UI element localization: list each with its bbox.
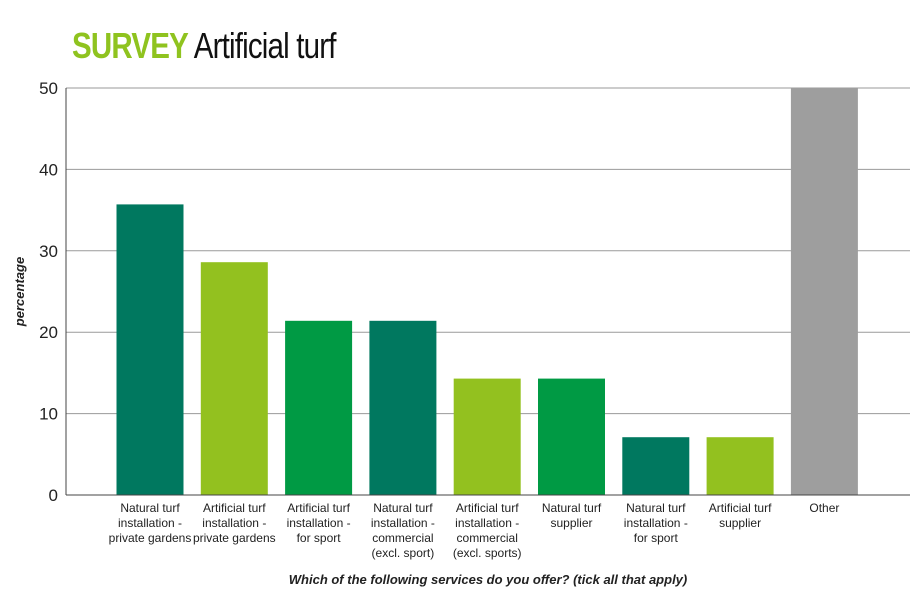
gridlines xyxy=(66,87,910,415)
x-category-label: Other xyxy=(809,501,839,515)
bar xyxy=(790,88,858,495)
bar xyxy=(706,437,774,495)
x-category-label: Artificial turf installation -private gar… xyxy=(193,501,276,545)
bar xyxy=(453,378,521,495)
bar xyxy=(622,437,690,495)
chart-title: SURVEY Artificial turf xyxy=(72,24,336,68)
y-tick-label: 20 xyxy=(39,323,58,342)
x-category-label: Artificial turf installation -commercial(… xyxy=(453,501,522,560)
bar xyxy=(200,262,268,495)
bar xyxy=(538,378,605,495)
y-tick-label: 0 xyxy=(49,486,58,505)
y-tick-label: 50 xyxy=(39,79,58,98)
y-axis-ticks: 0 10 20 30 40 50 xyxy=(39,79,58,505)
bars xyxy=(116,88,858,496)
x-category-label: Natural turf supplier xyxy=(542,501,602,530)
title-main: Artificial turf xyxy=(193,25,337,66)
x-category-label: Natural turf installation -for sport xyxy=(624,501,688,545)
x-axis-labels: Natural turf installation -private garden… xyxy=(109,501,840,560)
x-category-label: Artificial turf installation -for sport xyxy=(287,501,351,545)
x-category-label: Natural turf installation -commercial (exc… xyxy=(371,501,435,560)
x-category-label: Artificial turf supplier xyxy=(709,501,772,530)
x-category-label: Natural turf installation -private garden… xyxy=(109,501,192,545)
y-tick-label: 30 xyxy=(39,242,58,261)
y-tick-label: 40 xyxy=(39,160,58,179)
title-kicker: SURVEY xyxy=(72,25,189,66)
bar xyxy=(116,204,184,496)
y-tick-label: 10 xyxy=(39,405,58,424)
x-axis-title: Which of the following services do you o… xyxy=(289,572,687,587)
y-axis-title: percentage xyxy=(12,257,27,327)
bar xyxy=(285,320,353,495)
bar xyxy=(369,320,437,495)
